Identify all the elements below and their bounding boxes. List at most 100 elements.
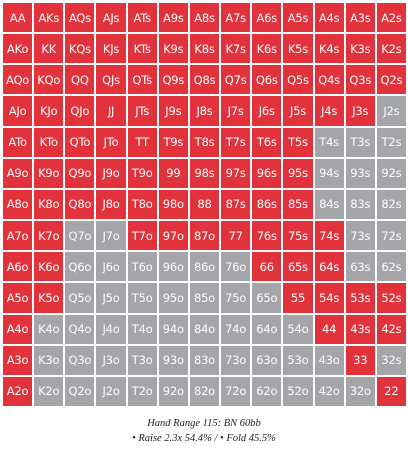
hand-cell[interactable]: K8o <box>34 189 64 220</box>
hand-cell[interactable]: AQo <box>3 65 33 95</box>
hand-cell[interactable]: 22 <box>376 376 406 406</box>
hand-cell[interactable]: 97o <box>158 221 188 251</box>
hand-cell[interactable]: QTs <box>127 65 157 95</box>
hand-cell[interactable]: Q6s <box>252 65 282 95</box>
hand-cell[interactable]: 74o <box>221 314 251 344</box>
hand-cell[interactable]: 32o <box>345 376 375 406</box>
hand-cell[interactable]: Q8s <box>189 65 220 95</box>
hand-cell[interactable]: 98s <box>189 158 220 188</box>
hand-cell[interactable]: Q8o <box>65 189 95 220</box>
hand-cell[interactable]: J6o <box>96 252 126 282</box>
hand-cell[interactable]: T3s <box>345 127 375 157</box>
hand-cell[interactable]: K2s <box>376 34 406 64</box>
hand-cell[interactable]: T2s <box>376 127 406 157</box>
hand-cell[interactable]: 94o <box>158 314 188 344</box>
hand-cell[interactable]: 33 <box>345 345 375 375</box>
hand-cell[interactable]: T9o <box>127 158 157 188</box>
hand-cell[interactable]: A2o <box>3 376 33 406</box>
hand-cell[interactable]: KQs <box>65 34 95 64</box>
hand-cell[interactable]: A7s <box>221 3 251 33</box>
hand-cell[interactable]: 82o <box>189 376 220 406</box>
hand-cell[interactable]: 76s <box>252 221 282 251</box>
hand-cell[interactable]: A8o <box>3 189 33 220</box>
hand-cell[interactable]: Q6o <box>65 252 95 282</box>
hand-cell[interactable]: 54o <box>283 314 313 344</box>
hand-cell[interactable]: T6o <box>127 252 157 282</box>
hand-cell[interactable]: J2o <box>96 376 126 406</box>
hand-cell[interactable]: T8o <box>127 189 157 220</box>
hand-cell[interactable]: 75s <box>283 221 313 251</box>
hand-cell[interactable]: Q4o <box>65 314 95 344</box>
hand-cell[interactable]: T4o <box>127 314 157 344</box>
hand-cell[interactable]: Q3s <box>345 65 375 95</box>
hand-cell[interactable]: KTo <box>34 127 64 157</box>
hand-cell[interactable]: JTo <box>96 127 126 157</box>
hand-cell[interactable]: J3s <box>345 96 375 126</box>
hand-cell[interactable]: J2s <box>376 96 406 126</box>
hand-cell[interactable]: T7o <box>127 221 157 251</box>
hand-cell[interactable]: QJs <box>96 65 126 95</box>
hand-cell[interactable]: 72o <box>221 376 251 406</box>
hand-cell[interactable]: A9s <box>158 3 188 33</box>
hand-cell[interactable]: Q2s <box>376 65 406 95</box>
hand-cell[interactable]: Q2o <box>65 376 95 406</box>
hand-cell[interactable]: J8s <box>189 96 220 126</box>
hand-cell[interactable]: 53s <box>345 283 375 313</box>
hand-cell[interactable]: K5o <box>34 283 64 313</box>
hand-cell[interactable]: A8s <box>189 3 220 33</box>
hand-cell[interactable]: J3o <box>96 345 126 375</box>
hand-cell[interactable]: 84s <box>314 189 344 220</box>
hand-cell[interactable]: 94s <box>314 158 344 188</box>
hand-cell[interactable]: 86o <box>189 252 220 282</box>
hand-cell[interactable]: 55 <box>283 283 313 313</box>
hand-cell[interactable]: T5o <box>127 283 157 313</box>
hand-cell[interactable]: JJ <box>96 96 126 126</box>
hand-cell[interactable]: 43o <box>314 345 344 375</box>
hand-cell[interactable]: A2s <box>376 3 406 33</box>
hand-cell[interactable]: AA <box>3 3 33 33</box>
hand-cell[interactable]: K4s <box>314 34 344 64</box>
hand-cell[interactable]: 95o <box>158 283 188 313</box>
hand-cell[interactable]: 93s <box>345 158 375 188</box>
hand-cell[interactable]: T3o <box>127 345 157 375</box>
hand-cell[interactable]: J9s <box>158 96 188 126</box>
hand-cell[interactable]: 93o <box>158 345 188 375</box>
hand-cell[interactable]: T2o <box>127 376 157 406</box>
hand-cell[interactable]: A5s <box>283 3 313 33</box>
hand-cell[interactable]: Q9o <box>65 158 95 188</box>
hand-cell[interactable]: KTs <box>127 34 157 64</box>
hand-cell[interactable]: 96s <box>252 158 282 188</box>
hand-cell[interactable]: AKo <box>3 34 33 64</box>
hand-cell[interactable]: 62s <box>376 252 406 282</box>
hand-cell[interactable]: T9s <box>158 127 188 157</box>
hand-cell[interactable]: 84o <box>189 314 220 344</box>
hand-cell[interactable]: KJs <box>96 34 126 64</box>
hand-cell[interactable]: 66 <box>252 252 282 282</box>
hand-cell[interactable]: K8s <box>189 34 220 64</box>
hand-cell[interactable]: K3o <box>34 345 64 375</box>
hand-cell[interactable]: 85o <box>189 283 220 313</box>
hand-cell[interactable]: 64o <box>252 314 282 344</box>
hand-cell[interactable]: KQo <box>34 65 64 95</box>
hand-cell[interactable]: 53o <box>283 345 313 375</box>
hand-cell[interactable]: K5s <box>283 34 313 64</box>
hand-cell[interactable]: K7o <box>34 221 64 251</box>
hand-cell[interactable]: ATo <box>3 127 33 157</box>
hand-cell[interactable]: 95s <box>283 158 313 188</box>
hand-cell[interactable]: 73s <box>345 221 375 251</box>
hand-cell[interactable]: A3s <box>345 3 375 33</box>
hand-cell[interactable]: 32s <box>376 345 406 375</box>
hand-cell[interactable]: 85s <box>283 189 313 220</box>
hand-cell[interactable]: 87s <box>221 189 251 220</box>
hand-cell[interactable]: 76o <box>221 252 251 282</box>
hand-cell[interactable]: A9o <box>3 158 33 188</box>
hand-cell[interactable]: J4o <box>96 314 126 344</box>
hand-cell[interactable]: 62o <box>252 376 282 406</box>
hand-cell[interactable]: 63o <box>252 345 282 375</box>
hand-cell[interactable]: T6s <box>252 127 282 157</box>
hand-cell[interactable]: Q7o <box>65 221 95 251</box>
hand-cell[interactable]: J4s <box>314 96 344 126</box>
hand-cell[interactable]: T5s <box>283 127 313 157</box>
hand-cell[interactable]: Q4s <box>314 65 344 95</box>
hand-cell[interactable]: 64s <box>314 252 344 282</box>
